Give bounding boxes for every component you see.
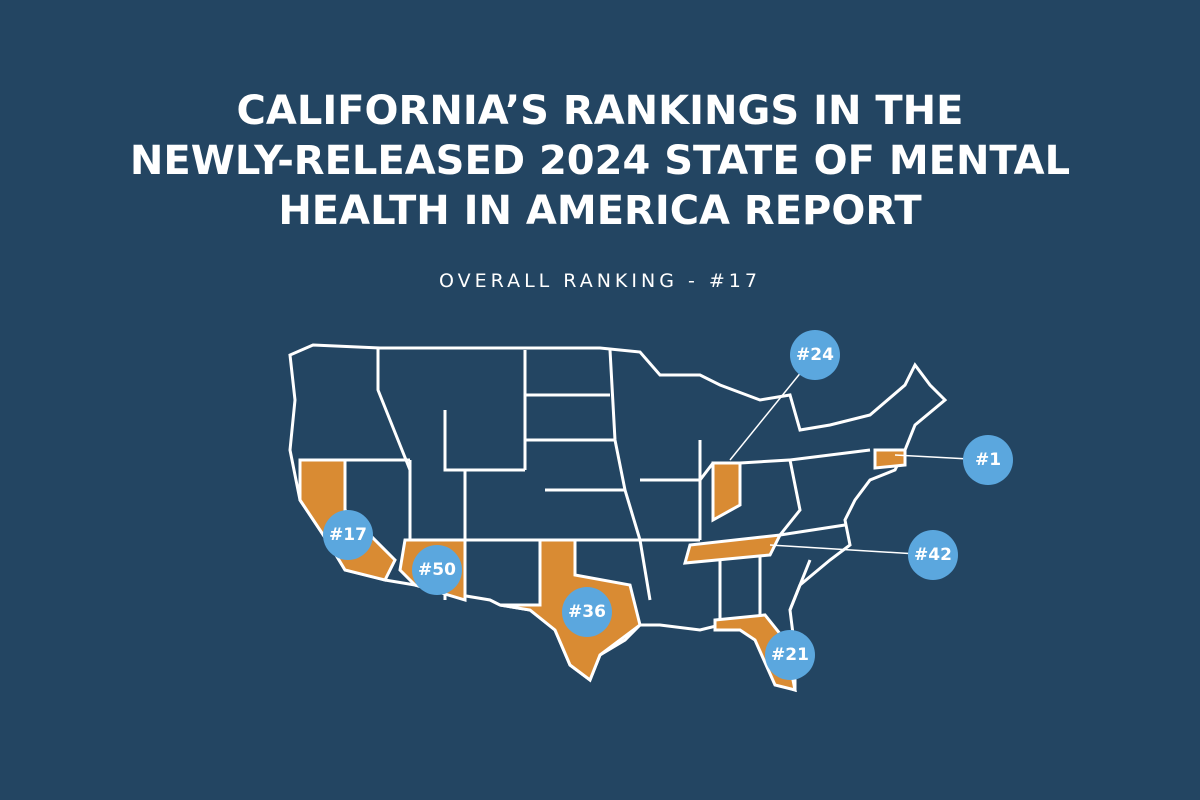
rank-badge: #36 bbox=[562, 587, 612, 637]
subtitle: OVERALL RANKING - #17 bbox=[439, 270, 761, 292]
badge-circle bbox=[963, 435, 1013, 485]
rank-badge: #42 bbox=[908, 530, 958, 580]
badge-circle bbox=[908, 530, 958, 580]
badge-label: #42 bbox=[914, 545, 952, 565]
rank-badge: #50 bbox=[412, 545, 462, 595]
state-indiana bbox=[711, 461, 742, 523]
badge-label: #1 bbox=[975, 450, 1001, 470]
badge-label: #21 bbox=[771, 645, 809, 665]
badge-circle bbox=[562, 587, 612, 637]
rank-badge: #17 bbox=[323, 510, 373, 560]
title-line: NEWLY-RELEASED 2024 STATE OF MENTAL bbox=[130, 138, 1070, 184]
badge-label: #24 bbox=[796, 345, 834, 365]
rank-badge: #21 bbox=[765, 630, 815, 680]
badge-label: #36 bbox=[568, 602, 606, 622]
badge-circle bbox=[790, 330, 840, 380]
title-line: HEALTH IN AMERICA REPORT bbox=[278, 188, 922, 234]
badge-circle bbox=[765, 630, 815, 680]
badge-circle bbox=[323, 510, 373, 560]
leader-line bbox=[769, 544, 934, 556]
rank-badge: #1 bbox=[963, 435, 1013, 485]
state-tennessee bbox=[682, 533, 783, 565]
badge-label: #50 bbox=[418, 560, 456, 580]
rank-badge: #24 bbox=[790, 330, 840, 380]
badge-label: #17 bbox=[329, 525, 367, 545]
title-line: CALIFORNIA’S RANKINGS IN THE bbox=[237, 88, 964, 134]
state-massachusetts bbox=[873, 448, 907, 470]
badge-circle bbox=[412, 545, 462, 595]
